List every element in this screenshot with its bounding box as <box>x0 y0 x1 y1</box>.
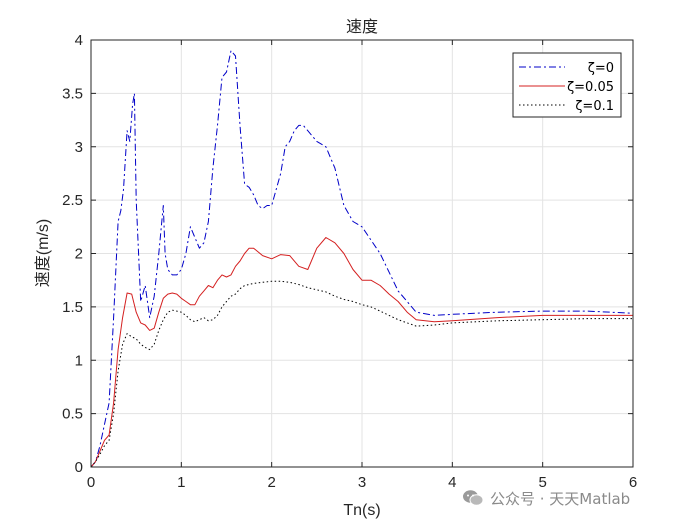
x-tick-label: 5 <box>538 474 546 491</box>
x-tick-labels: 0 1 2 3 4 5 6 <box>87 474 637 491</box>
legend-label-0: ζ=0 <box>588 61 614 76</box>
y-tick-label: 2 <box>75 246 83 263</box>
x-tick-label: 1 <box>177 474 185 491</box>
y-tick-label: 1.5 <box>62 299 83 316</box>
y-tick-label: 4 <box>75 32 83 49</box>
y-axis-label: 速度(m/s) <box>34 219 52 287</box>
legend-label-1: ζ=0.05 <box>567 80 614 95</box>
y-tick-label: 0.5 <box>62 406 83 423</box>
y-tick-label: 1 <box>75 352 83 369</box>
x-axis-label: Tn(s) <box>343 502 380 519</box>
wechat-icon <box>463 490 484 506</box>
x-tick-label: 3 <box>358 474 366 491</box>
x-tick-label: 6 <box>629 474 637 491</box>
y-tick-label: 0 <box>75 459 83 476</box>
y-tick-label: 3.5 <box>62 85 83 102</box>
legend-label-2: ζ=0.1 <box>575 99 614 114</box>
watermark: 公众号 · 天天Matlab <box>462 486 630 510</box>
chart-title: 速度 <box>346 17 378 36</box>
y-tick-label: 2.5 <box>62 192 83 209</box>
y-tick-labels: 0 0.5 1 1.5 2 2.5 3 3.5 4 <box>62 32 83 476</box>
x-tick-label: 0 <box>87 474 95 491</box>
series-line-1 <box>90 237 633 468</box>
series-line-0 <box>90 50 634 468</box>
x-tick-label: 2 <box>267 474 275 491</box>
x-tick-label: 4 <box>448 474 456 491</box>
watermark-text: 公众号 · 天天Matlab <box>490 489 631 508</box>
series-layer <box>90 50 634 468</box>
legend: ζ=0 ζ=0.05 ζ=0.1 <box>512 52 622 118</box>
y-tick-label: 3 <box>75 139 83 156</box>
legend-box <box>512 52 622 118</box>
axis-ticks <box>90 39 634 468</box>
